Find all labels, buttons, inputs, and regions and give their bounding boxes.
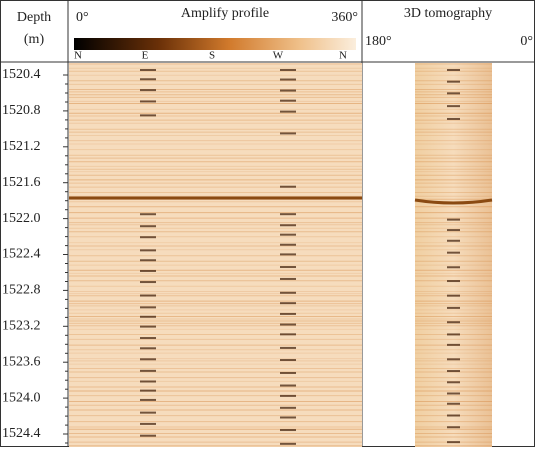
direction-label: S bbox=[209, 50, 215, 62]
direction-label: W bbox=[273, 50, 284, 62]
depth-tick-label: 1522.0 bbox=[2, 211, 41, 226]
texture bbox=[69, 63, 493, 447]
depth-axis: 1520.4 1520.8 1521.2 1521.6 1522.0 1522.4 1522… bbox=[2, 67, 68, 444]
depth-tick-label: 1523.6 bbox=[2, 354, 41, 369]
fracture bbox=[414, 198, 493, 205]
depth-tick-label: 1520.4 bbox=[2, 67, 41, 82]
profile-title: Amplify profile bbox=[181, 6, 269, 21]
profile-end: 360° bbox=[331, 10, 358, 25]
depth-tick-label: 1523.2 bbox=[2, 319, 41, 334]
depth-tick-label: 1520.8 bbox=[2, 103, 41, 118]
depth-tick-label: 1522.8 bbox=[2, 283, 41, 298]
tomography-right: 0° bbox=[520, 34, 533, 49]
direction-label: N bbox=[74, 50, 82, 62]
depth-tick-label: 1521.6 bbox=[2, 175, 41, 190]
tomography-title: 3D tomography bbox=[404, 6, 492, 21]
tomography-left: 180° bbox=[365, 34, 392, 49]
colorbar bbox=[74, 38, 356, 50]
depth-title: Depth bbox=[17, 10, 51, 25]
depth-tick-label: 1524.0 bbox=[2, 390, 41, 405]
direction-label: N bbox=[339, 50, 347, 62]
profile-image bbox=[69, 63, 362, 447]
profile-start: 0° bbox=[76, 10, 89, 25]
depth-tick-label: 1524.4 bbox=[2, 426, 41, 441]
depth-tick-label: 1522.4 bbox=[2, 247, 41, 262]
direction-label: E bbox=[142, 50, 149, 62]
depth-unit: (m) bbox=[24, 32, 45, 47]
depth-tick-label: 1521.2 bbox=[2, 139, 41, 154]
